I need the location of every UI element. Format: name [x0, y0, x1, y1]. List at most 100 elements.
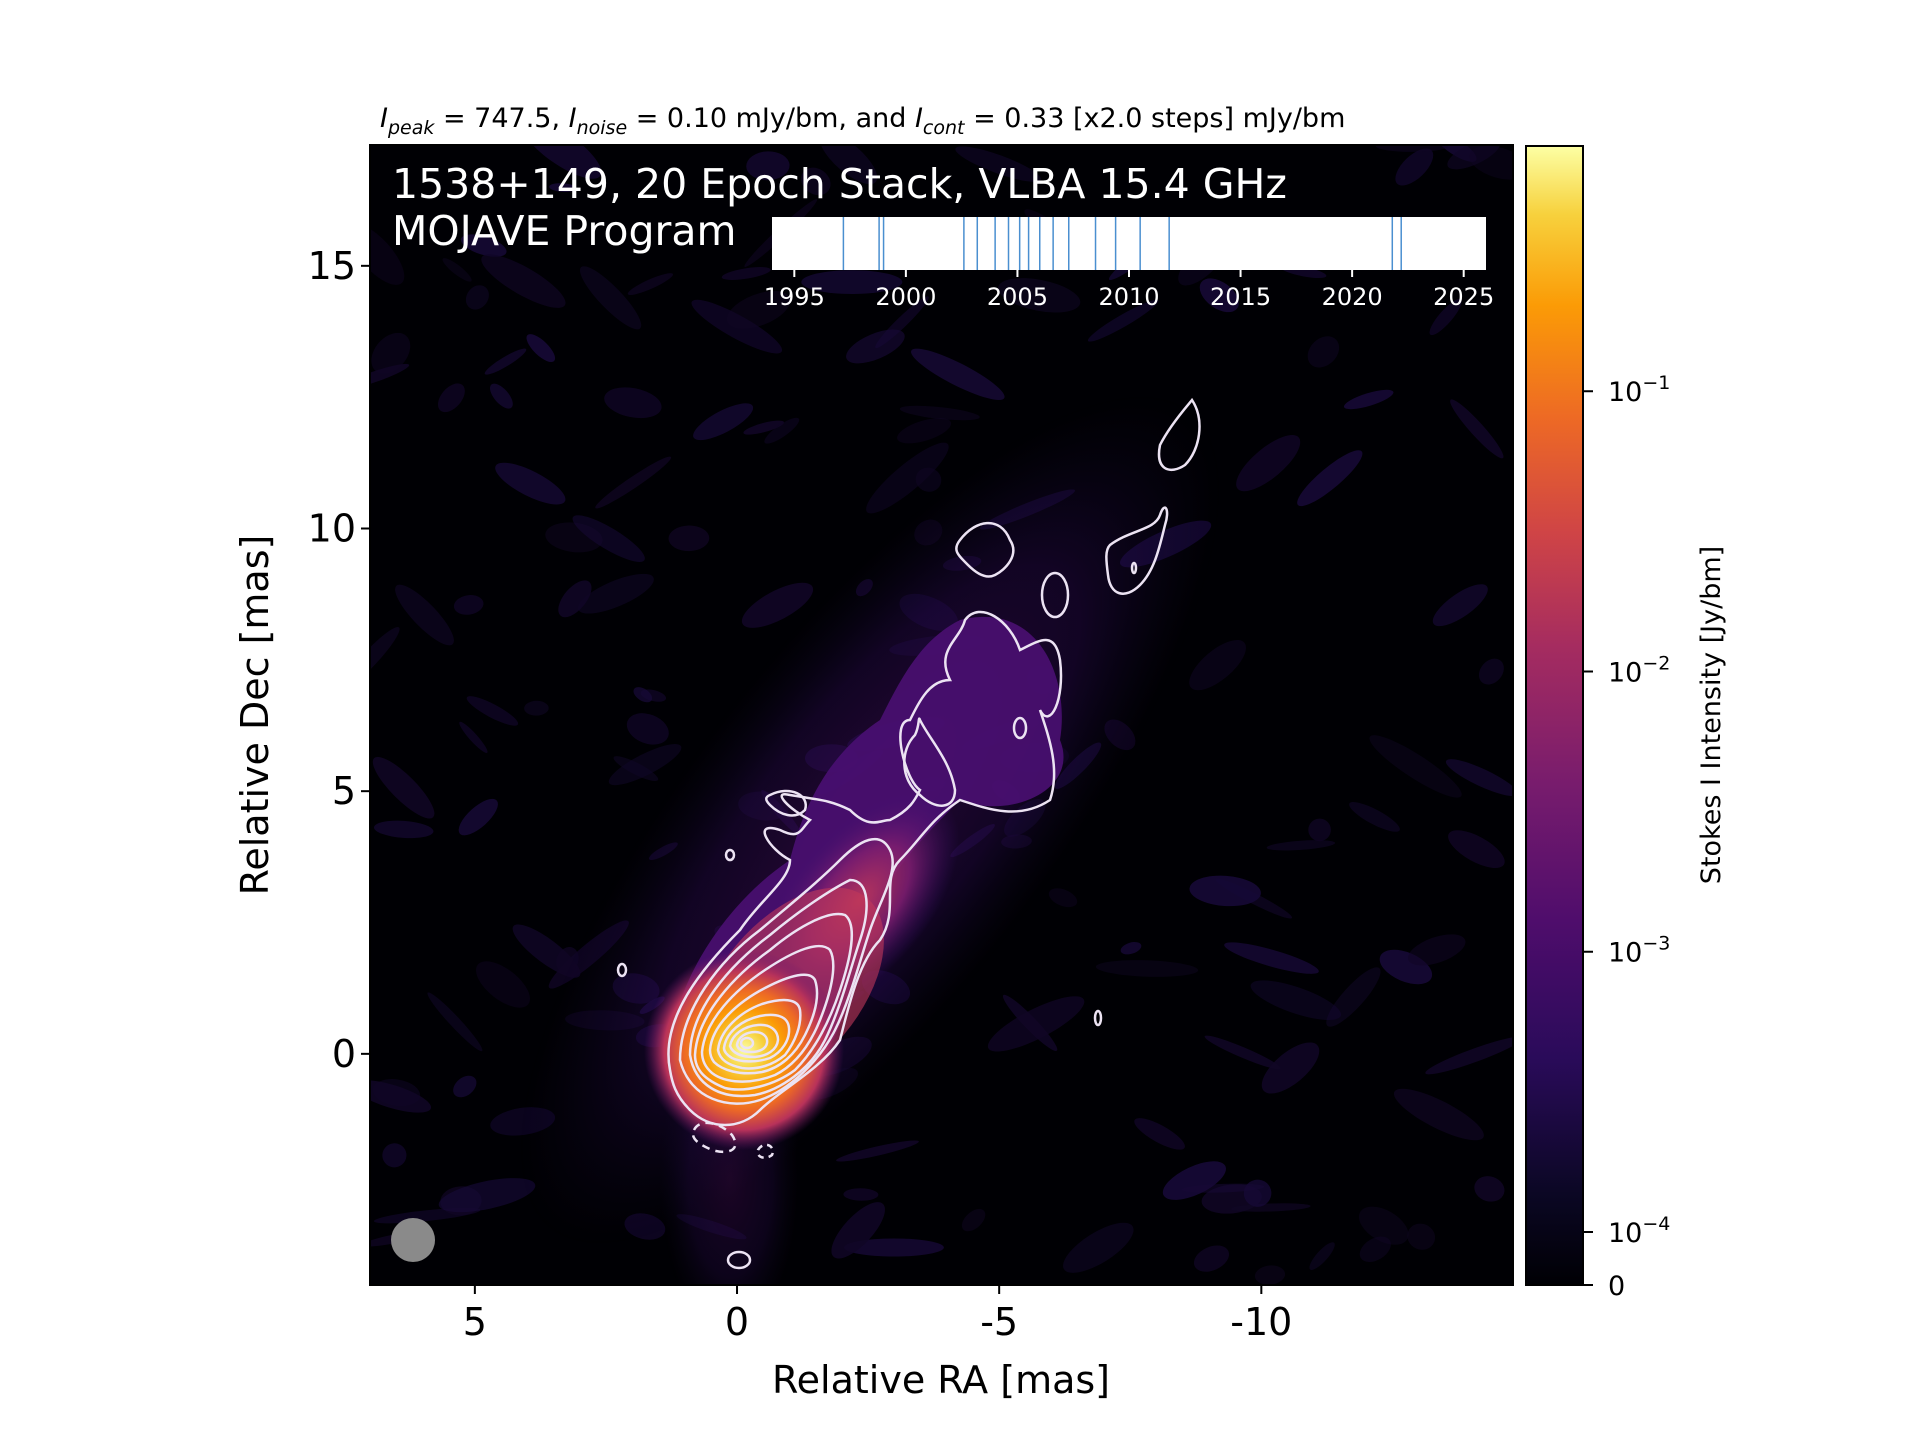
noise-speck: [453, 1075, 477, 1098]
contour-4: [693, 912, 853, 1091]
timeline-tick-label: 2025: [1433, 283, 1494, 311]
colorbar-tick-label: 0: [1608, 1271, 1625, 1302]
noise-subscript: noise: [577, 117, 628, 139]
noise-speck: [372, 756, 435, 819]
noise-speck: [466, 696, 519, 726]
contour-blob-2: [1040, 571, 1070, 619]
intensity-map: 1538+149, 20 Epoch Stack, VLBA 15.4 GHz …: [369, 144, 1514, 1286]
y-tick-label: 5: [332, 769, 356, 813]
noise-speck: [1193, 1245, 1230, 1272]
noise-speck: [453, 595, 484, 615]
contour-blob-1: [955, 521, 1015, 578]
noise-value: = 0.10 mJy/bm, and: [627, 103, 915, 134]
noise-speck: [1250, 980, 1342, 1020]
noise-speck: [1478, 658, 1504, 685]
noise-speck: [1359, 1236, 1391, 1263]
contour-peak: [739, 1036, 755, 1050]
noise-speck: [558, 580, 592, 618]
x-axis-label: Relative RA [mas]: [772, 1358, 1110, 1402]
colorbar-tick-label: 10−3: [1608, 933, 1670, 969]
noise-speck: [846, 329, 905, 364]
contour-outer: [667, 610, 1063, 1127]
noise-speck: [1181, 1183, 1265, 1193]
noise-speck: [1343, 389, 1394, 410]
noise-speck: [520, 145, 602, 179]
noise-speck: [1224, 942, 1319, 974]
noise-speck: [836, 1140, 919, 1162]
y-tick-label: 15: [308, 244, 356, 288]
noise-speck: [726, 290, 791, 329]
colorbar-gradient: [1526, 146, 1583, 1285]
noise-speck: [1432, 584, 1488, 627]
noise-speck: [526, 334, 556, 363]
colorbar-label: Stokes I Intensity [Jy/bm]: [1696, 546, 1727, 884]
contour-blob-8: [1093, 1009, 1103, 1027]
noise-speck: [475, 961, 531, 1008]
noise-speck: [997, 278, 1081, 313]
noise-speck: [911, 348, 1005, 400]
noise-speck: [633, 687, 653, 703]
noise-speck: [1448, 830, 1505, 868]
noise-speck: [370, 1080, 432, 1113]
noise-speck: [1134, 1118, 1185, 1150]
noise-speck: [1189, 875, 1261, 907]
noise-speck: [1087, 299, 1159, 342]
noise-speck: [843, 1188, 879, 1201]
noise-speck: [693, 403, 754, 441]
noise-speck: [1447, 145, 1501, 170]
x-axis: 5 0 -5 -10: [463, 1285, 1292, 1344]
noise-speck: [438, 1178, 536, 1213]
contour-blob-4: [1130, 561, 1138, 575]
noise-speck: [370, 223, 405, 285]
noise-speck: [604, 387, 662, 419]
noise-speck: [371, 332, 411, 374]
noise-speck: [1254, 1265, 1286, 1285]
noise-speck: [1309, 1242, 1335, 1270]
timeline-box: [772, 217, 1486, 270]
noise-speck: [721, 267, 771, 280]
noise-speck: [1474, 1176, 1505, 1202]
noise-speck: [572, 515, 645, 562]
noise-speck: [1120, 941, 1142, 955]
contour-knot-small: [1012, 716, 1028, 740]
noise-speck: [577, 573, 654, 614]
noise-speck: [844, 1238, 944, 1257]
beam-ellipse: [391, 1218, 435, 1262]
noise-speck: [1230, 1203, 1311, 1212]
contour-negative-2: [756, 1143, 775, 1159]
noise-speck: [481, 254, 566, 308]
contour-6: [708, 973, 819, 1075]
noise-speck: [741, 582, 814, 628]
contour-blob-6: [724, 848, 736, 862]
noise-speck: [495, 462, 566, 505]
noise-speck: [1395, 148, 1434, 186]
noise-speck: [801, 270, 903, 294]
noise-speck: [1425, 1036, 1513, 1075]
contour-2: [678, 838, 894, 1105]
x-tick-label: -10: [1230, 1300, 1292, 1344]
noise-speck: [801, 167, 831, 196]
noise-speck: [1308, 818, 1331, 842]
noise-speck: [442, 258, 472, 282]
contour-set: [616, 397, 1201, 1270]
map-title-line2: MOJAVE Program: [392, 207, 736, 255]
timeline-tick-label: 2015: [1210, 283, 1271, 311]
noise-speck: [613, 756, 659, 782]
contour-blob-5: [1157, 397, 1201, 471]
contour-blob-7: [616, 962, 628, 978]
noise-speck: [427, 992, 483, 1052]
noise-speck: [1358, 1206, 1409, 1245]
y-tick-label: 0: [332, 1032, 356, 1076]
noise-speck: [899, 405, 980, 421]
noise-speck: [831, 1202, 885, 1259]
noise-speck: [961, 1208, 986, 1232]
noise-speck: [579, 266, 642, 330]
noise-speck: [545, 522, 603, 553]
colorbar-tick-label: 10−1: [1608, 372, 1670, 408]
noise-speck: [1002, 994, 1058, 1052]
noise-speck: [1445, 759, 1513, 797]
noise-speck: [370, 363, 410, 391]
peak-value: = 747.5,: [434, 103, 568, 134]
noise-speck: [1204, 1035, 1281, 1070]
